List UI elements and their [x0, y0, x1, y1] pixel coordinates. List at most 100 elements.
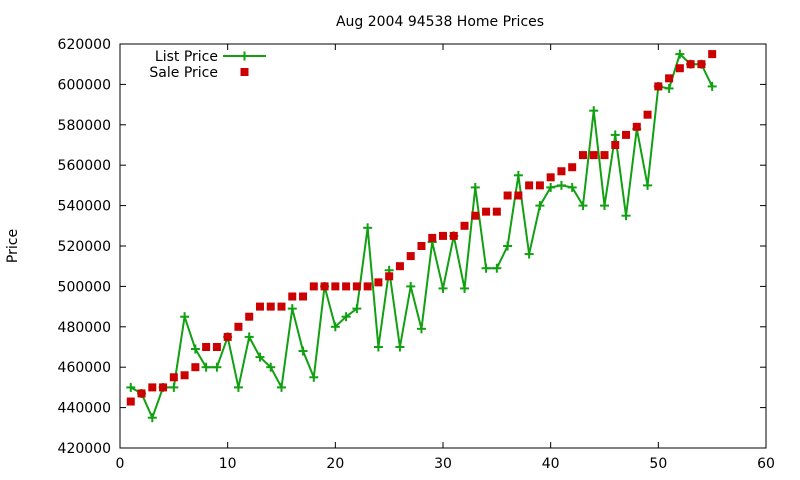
data-point [556, 180, 566, 190]
data-point [503, 191, 512, 200]
y-tick-label: 460000 [58, 360, 111, 376]
data-point [697, 60, 706, 69]
data-point [471, 211, 480, 220]
data-point [470, 182, 480, 192]
data-point [395, 262, 404, 271]
data-point [514, 191, 523, 200]
data-point [524, 249, 534, 259]
data-point [191, 363, 200, 372]
data-point [482, 207, 491, 216]
x-tick-label: 60 [757, 456, 775, 472]
data-point [212, 343, 221, 351]
data-point [374, 278, 383, 287]
x-tick-label: 30 [434, 456, 452, 472]
data-point [244, 332, 254, 342]
x-tick-label: 40 [542, 456, 560, 472]
data-point [643, 180, 653, 190]
y-tick-label: 620000 [58, 37, 111, 53]
data-point [309, 372, 319, 382]
data-point [686, 60, 695, 69]
data-point [525, 181, 534, 190]
data-point [481, 263, 491, 273]
data-point [169, 382, 179, 392]
data-point [255, 302, 264, 311]
data-point [707, 81, 717, 91]
data-point [439, 231, 447, 240]
data-point [567, 182, 577, 192]
data-point [169, 373, 178, 382]
data-point [180, 312, 190, 322]
data-point [266, 362, 276, 372]
data-point [416, 324, 426, 334]
data-point [212, 362, 222, 372]
y-tick-label: 520000 [58, 239, 111, 255]
data-point [675, 49, 685, 59]
data-point [159, 383, 168, 392]
data-point [546, 173, 555, 182]
axis-tick-labels: 0 10 20 30 40 50 60 420000 440000 460000 480000 500… [58, 37, 775, 472]
data-point [352, 304, 362, 314]
y-tick-label: 540000 [58, 199, 111, 215]
series-0 [126, 49, 717, 423]
data-point [654, 82, 663, 91]
data-point [190, 344, 200, 354]
y-tick-label: 480000 [58, 320, 111, 336]
data-point [600, 201, 609, 211]
data-point [331, 282, 340, 291]
data-point [578, 151, 587, 160]
data-point [610, 130, 620, 140]
series-line [130, 52, 714, 421]
data-point [438, 283, 448, 293]
data-point [299, 292, 308, 301]
data-point [341, 312, 351, 322]
data-point [589, 151, 598, 160]
data-point [417, 242, 426, 250]
data-point [492, 263, 502, 273]
data-point [708, 50, 717, 59]
data-point [373, 342, 383, 352]
data-point [298, 346, 308, 356]
data-point [147, 413, 157, 423]
data-point [664, 83, 674, 93]
data-point [546, 182, 556, 192]
y-tick-label: 600000 [58, 77, 111, 93]
data-point [330, 322, 340, 332]
data-point [568, 163, 577, 172]
y-tick-label: 420000 [58, 441, 111, 457]
data-point [266, 302, 275, 311]
legend-label: Sale Price [149, 65, 218, 81]
y-tick-label: 500000 [58, 279, 111, 295]
data-point [611, 141, 620, 149]
y-tick-label: 580000 [58, 118, 111, 134]
chart-title: Aug 2004 94538 Home Prices [336, 14, 544, 30]
data-point [287, 304, 297, 314]
data-point [535, 201, 545, 211]
series-layer [126, 49, 717, 423]
data-point [557, 167, 566, 176]
series-1 [126, 50, 717, 406]
data-point [675, 64, 684, 73]
y-tick-label: 560000 [58, 158, 111, 174]
data-point [622, 130, 631, 139]
data-point [277, 382, 286, 392]
data-point [352, 282, 361, 291]
data-point [460, 221, 469, 230]
data-point [385, 272, 394, 281]
data-point [180, 371, 189, 380]
data-point [342, 282, 351, 291]
data-point [277, 302, 286, 311]
data-point [126, 382, 136, 392]
data-point [201, 362, 211, 372]
data-point [395, 342, 405, 352]
data-point [363, 223, 373, 233]
data-point [460, 283, 470, 293]
data-point [309, 282, 318, 291]
axis-ticks [119, 43, 767, 449]
data-point [148, 383, 157, 392]
x-tick-label: 0 [116, 456, 125, 472]
data-point [492, 207, 501, 216]
data-point [234, 322, 243, 331]
data-point [320, 282, 329, 291]
